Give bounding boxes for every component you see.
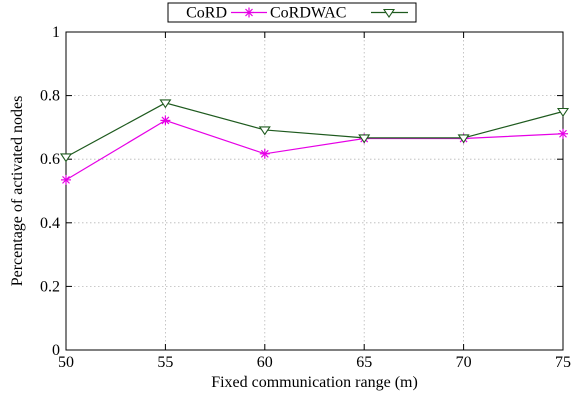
- x-tick-label: 50: [58, 354, 74, 371]
- y-tick-label: 0.4: [40, 215, 60, 232]
- y-tick-label: 0.2: [40, 278, 60, 295]
- series-line: [65, 119, 564, 181]
- y-axis-label: Percentage of activated nodes: [9, 96, 26, 287]
- y-tick-label: 0.8: [40, 88, 60, 105]
- data-point: [258, 126, 271, 136]
- data-point: [59, 153, 73, 163]
- series-layer: [59, 99, 570, 185]
- data-point: [358, 134, 371, 144]
- data-point: [556, 107, 570, 117]
- x-tick-label: 55: [157, 354, 173, 371]
- legend-label-cord: CoRD: [186, 5, 227, 22]
- y-tick-label: 0.6: [40, 151, 60, 168]
- x-tick-label: 65: [356, 354, 372, 371]
- data-point: [259, 148, 270, 159]
- legend-marker-cord: [244, 7, 254, 18]
- axis-ticks: 50 55 60 65 70 75 0 0.2 0.4 0.6 0.8 1: [40, 24, 571, 371]
- legend-marker-cordwac: [382, 8, 396, 18]
- legend-box: [167, 2, 417, 23]
- data-point: [457, 134, 470, 144]
- data-point: [159, 99, 172, 109]
- x-tick-label: 75: [555, 354, 571, 371]
- y-tick-label: 0: [52, 342, 60, 359]
- data-point: [61, 174, 71, 185]
- grid: [66, 32, 563, 350]
- series-cordwac: [59, 99, 570, 163]
- x-axis-label: Fixed communication range (m): [211, 374, 418, 391]
- x-tick-label: 60: [257, 354, 273, 371]
- data-point: [558, 128, 568, 139]
- legend: CoRD CoRDWAC: [167, 2, 417, 23]
- data-point: [160, 115, 171, 126]
- y-tick-label: 1: [52, 24, 60, 41]
- legend-label-cordwac: CoRDWAC: [270, 5, 346, 22]
- series-line: [65, 102, 564, 158]
- series-cord: [61, 115, 568, 185]
- plot-frame: [65, 31, 564, 351]
- x-tick-label: 70: [456, 354, 472, 371]
